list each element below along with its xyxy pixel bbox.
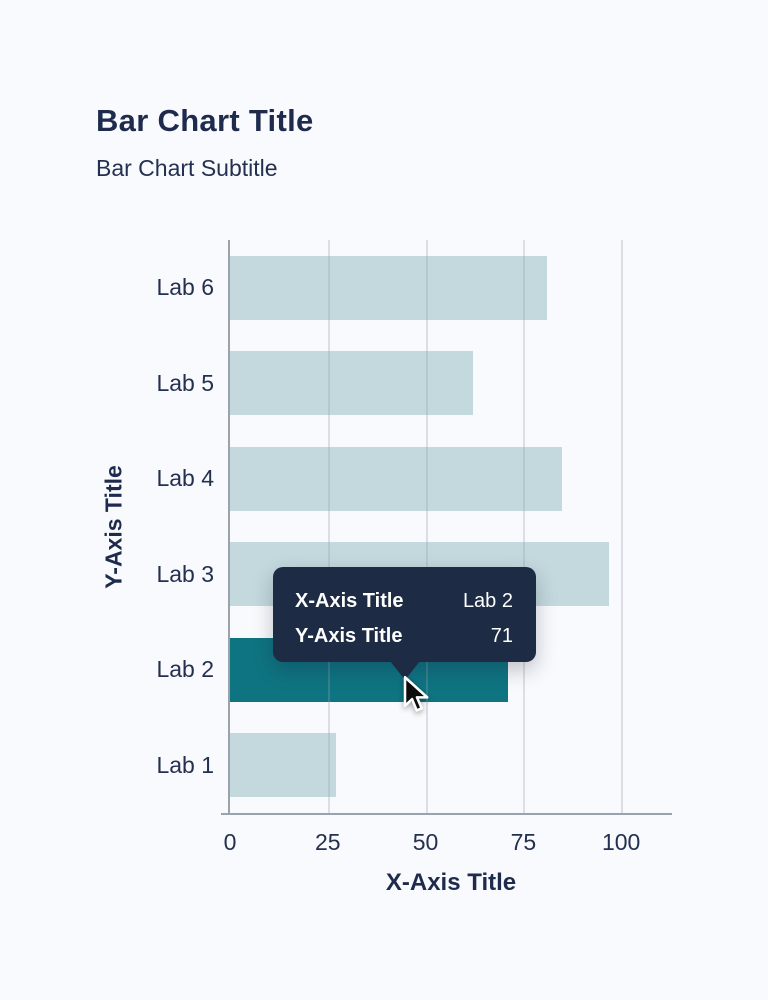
category-label: Lab 3 [156,560,214,587]
x-tick-label: 25 [314,829,341,855]
tooltip-x-value: Lab 2 [462,590,513,612]
tooltip-y-label: Y-Axis Title [295,625,403,647]
tooltip-row-x: X-Axis Title Lab 2 [295,584,513,619]
chart-title: Bar Chart Title [96,103,314,138]
category-label: Lab 2 [156,656,214,683]
x-axis-title: X-Axis Title [385,869,517,896]
bar-lab-6[interactable] [230,255,547,320]
tooltip-x-label: X-Axis Title [295,590,404,612]
category-label: Lab 6 [156,274,214,301]
tooltip-y-value: 71 [490,625,513,647]
tooltip: X-Axis Title Lab 2 Y-Axis Title 71 [273,567,536,680]
bar-row [230,336,672,432]
y-axis-category-labels: Lab 6 Lab 5 Lab 4 Lab 3 Lab 2 Lab 1 [84,240,214,813]
bar-rows [230,240,672,813]
bar-row [230,718,672,814]
plot-area: Lab 6 Lab 5 Lab 4 Lab 3 Lab 2 Lab 1 0 25 50 75 10… [156,240,672,896]
chart-header: Bar Chart Title Bar Chart Subtitle [96,103,314,182]
category-label: Lab 5 [156,369,214,396]
x-axis-tick-labels: 0 25 50 75 100 [224,829,672,859]
gridline [523,240,526,813]
bar-lab-1[interactable] [230,733,336,798]
gridline [425,240,428,813]
tooltip-row-y: Y-Axis Title 71 [295,619,513,654]
mouse-cursor-icon [402,675,432,722]
y-axis-title: Y-Axis Title [100,465,127,589]
bar-lab-4[interactable] [230,446,563,511]
chart-subtitle: Bar Chart Subtitle [96,155,278,181]
y-axis-line [228,240,230,815]
x-tick-label: 100 [601,829,641,855]
gridline [621,240,624,813]
x-axis-line [221,813,672,815]
bar-row [230,240,672,336]
x-tick-label: 0 [223,829,237,855]
tooltip-caret-icon [389,661,420,680]
category-label: Lab 4 [156,465,214,492]
category-label: Lab 1 [156,751,214,778]
x-tick-label: 50 [412,829,439,855]
bar-row [230,431,672,527]
x-tick-label: 75 [510,829,537,855]
gridline [327,240,330,813]
bar-lab-5[interactable] [230,351,473,416]
